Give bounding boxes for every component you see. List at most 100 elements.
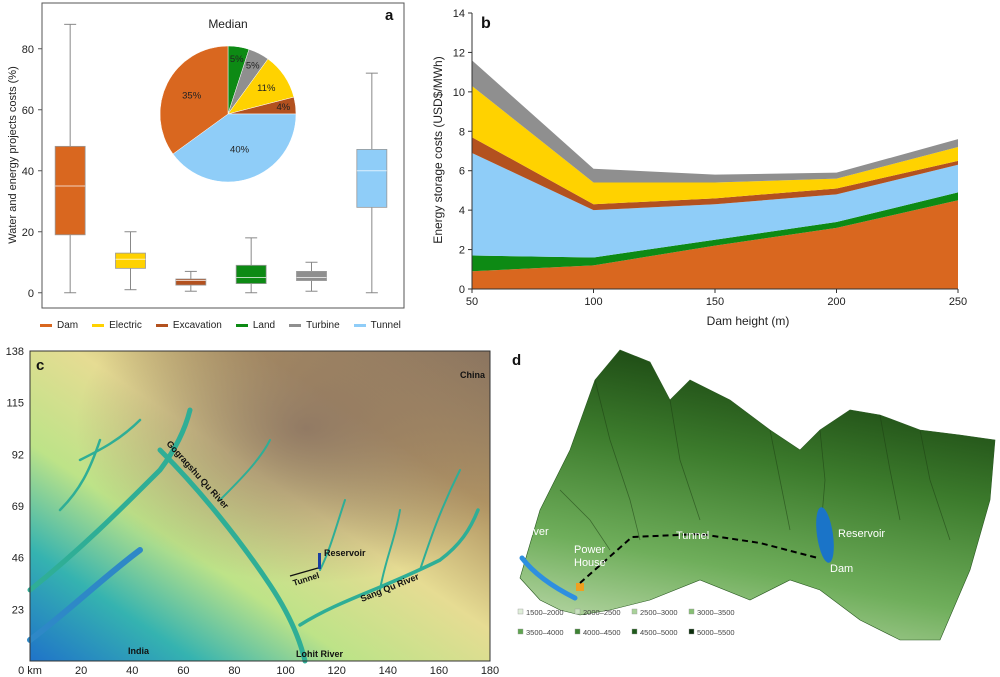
map-label-reservoir: Reservoir bbox=[324, 548, 366, 558]
legend-item-electric: Electric bbox=[92, 320, 142, 331]
pie-label-turbine: 5% bbox=[246, 61, 260, 72]
power-house-mark bbox=[576, 583, 584, 591]
terrain-surface bbox=[519, 349, 996, 641]
map-ytick-label: 138 bbox=[6, 346, 24, 358]
pie-slice-tunnel bbox=[172, 113, 297, 183]
legend-label: Land bbox=[252, 319, 276, 331]
map-ytick-label: 115 bbox=[6, 398, 24, 410]
pie-label-electric: 11% bbox=[257, 83, 276, 94]
elevation-swatch bbox=[574, 628, 581, 635]
panel-b-ylabel: Energy storage costs (USD$/MWh) bbox=[431, 56, 445, 243]
legend-swatch bbox=[40, 323, 52, 327]
legend-label: Electric bbox=[109, 319, 142, 331]
elevation-label: 3500–4000 bbox=[526, 628, 564, 637]
map-ytick-label: 46 bbox=[12, 553, 24, 565]
panel-b-ytick-label: 2 bbox=[459, 245, 465, 257]
panel-b-ytick-label: 10 bbox=[453, 87, 465, 99]
legend-label: Tunnel bbox=[370, 319, 401, 331]
boxplot-box bbox=[296, 270, 327, 281]
boxplot-land bbox=[235, 237, 267, 294]
map-frame bbox=[29, 350, 491, 662]
elevation-swatch bbox=[688, 608, 695, 615]
panel-b: 0 2 4 6 8 10 12 14 50 100 150 200 250 Energy storage… bbox=[431, 8, 967, 328]
map-xtick-label: 80 bbox=[228, 665, 240, 677]
elevation-swatch bbox=[631, 608, 638, 615]
terrain-elevation-legend: 1500–2000 2000–2500 2500–3000 3000–3500 3500… bbox=[517, 608, 735, 637]
elevation-label: 4500–5000 bbox=[640, 628, 678, 637]
legend-label: Excavation bbox=[172, 319, 222, 331]
terrain-label-tunnel: Tunnel bbox=[676, 530, 709, 542]
panel-c: 138 115 92 69 46 23 0 km 20 40 60 80 100 120 140 160 1… bbox=[6, 346, 500, 677]
legend-swatch bbox=[353, 323, 366, 327]
elevation-label: 4000–4500 bbox=[583, 628, 621, 637]
boxplot-tunnel bbox=[356, 72, 388, 294]
map-label-india: India bbox=[128, 646, 150, 656]
map-xtick-label: 40 bbox=[126, 665, 138, 677]
area-series-dam bbox=[472, 200, 958, 289]
elevation-label: 5000–5500 bbox=[697, 628, 735, 637]
map-tunnel-line bbox=[289, 567, 319, 577]
elevation-swatch bbox=[517, 628, 524, 635]
legend-swatch bbox=[289, 323, 302, 327]
map-xtick-label: 0 km bbox=[18, 665, 42, 677]
panel-a-ytick-label: 60 bbox=[22, 105, 34, 117]
panel-b-xtick-label: 250 bbox=[949, 296, 967, 308]
panel-a-ytick-label: 0 bbox=[28, 288, 34, 300]
panel-b-ytick-label: 0 bbox=[459, 284, 465, 296]
legend-label: Dam bbox=[57, 319, 79, 331]
map-xtick-label: 160 bbox=[430, 665, 448, 677]
panel-d-letter: d bbox=[512, 352, 521, 369]
panel-a-letter: a bbox=[385, 7, 394, 24]
panel-b-ytick-label: 12 bbox=[453, 47, 465, 59]
map-label-china: China bbox=[460, 370, 486, 380]
boxplot-turbine bbox=[296, 261, 327, 292]
area-series-excavation bbox=[472, 137, 958, 211]
elevation-label: 3000–3500 bbox=[697, 608, 735, 617]
panel-b-xtick-label: 150 bbox=[706, 296, 724, 308]
map-xtick-label: 180 bbox=[481, 665, 499, 677]
boxplot-box bbox=[356, 148, 388, 208]
panel-a-ytick-label: 40 bbox=[22, 166, 34, 178]
panel-b-ytick-label: 14 bbox=[453, 8, 465, 20]
boxplot-electric bbox=[115, 231, 146, 291]
map-xtick-label: 120 bbox=[327, 665, 345, 677]
elevation-label: 2500–3000 bbox=[640, 608, 678, 617]
elevation-label: 1500–2000 bbox=[526, 608, 564, 617]
legend-item-tunnel: Tunnel bbox=[353, 319, 401, 331]
elevation-label: 2000–2500 bbox=[583, 608, 621, 617]
elevation-swatch bbox=[688, 628, 695, 635]
map-reservoir-mark bbox=[318, 553, 321, 569]
map-xtick-label: 100 bbox=[276, 665, 294, 677]
map-label-lohit: Lohit River bbox=[296, 649, 344, 659]
panel-b-ytick-label: 6 bbox=[459, 166, 465, 178]
map-xtick-label: 60 bbox=[177, 665, 189, 677]
panel-a-boxplots bbox=[54, 23, 388, 294]
boxplot-box bbox=[54, 145, 86, 236]
terrain-river bbox=[519, 555, 578, 601]
elevation-swatch bbox=[631, 628, 638, 635]
legend-item-turbine: Turbine bbox=[289, 320, 340, 331]
boxplot-excavation bbox=[175, 270, 207, 292]
pie-slice-dam bbox=[159, 45, 229, 155]
terrain-label-power-2: House bbox=[574, 557, 606, 569]
map-xtick-label: 140 bbox=[379, 665, 397, 677]
map-ytick-label: 69 bbox=[12, 501, 24, 513]
elevation-swatch bbox=[574, 608, 581, 615]
panel-a: 0 20 40 60 80 Water and energy projects cost… bbox=[7, 2, 405, 309]
pie-label-dam: 35% bbox=[182, 90, 202, 101]
panel-a-pie: 5%5% 11%4% 40% 35% bbox=[159, 45, 297, 183]
panel-b-plot: 0 2 4 6 8 10 12 14 50 100 150 200 250 bbox=[453, 8, 967, 308]
panel-b-xtick-label: 50 bbox=[466, 296, 478, 308]
legend-swatch bbox=[92, 323, 105, 327]
panel-a-legend: Dam Electric Excavation Land Turbine Tunnel bbox=[40, 318, 420, 332]
boxplot-box bbox=[175, 278, 207, 286]
panel-b-ytick-label: 8 bbox=[459, 126, 465, 138]
legend-item-dam: Dam bbox=[40, 320, 78, 331]
terrain-label-dam: Dam bbox=[830, 563, 853, 575]
panel-b-xtick-label: 200 bbox=[827, 296, 845, 308]
terrain-label-river: River bbox=[523, 526, 549, 538]
area-series-land bbox=[472, 192, 958, 272]
terrain-ridges bbox=[559, 379, 951, 551]
elevation-swatch bbox=[517, 608, 524, 615]
map-highland bbox=[30, 351, 490, 661]
